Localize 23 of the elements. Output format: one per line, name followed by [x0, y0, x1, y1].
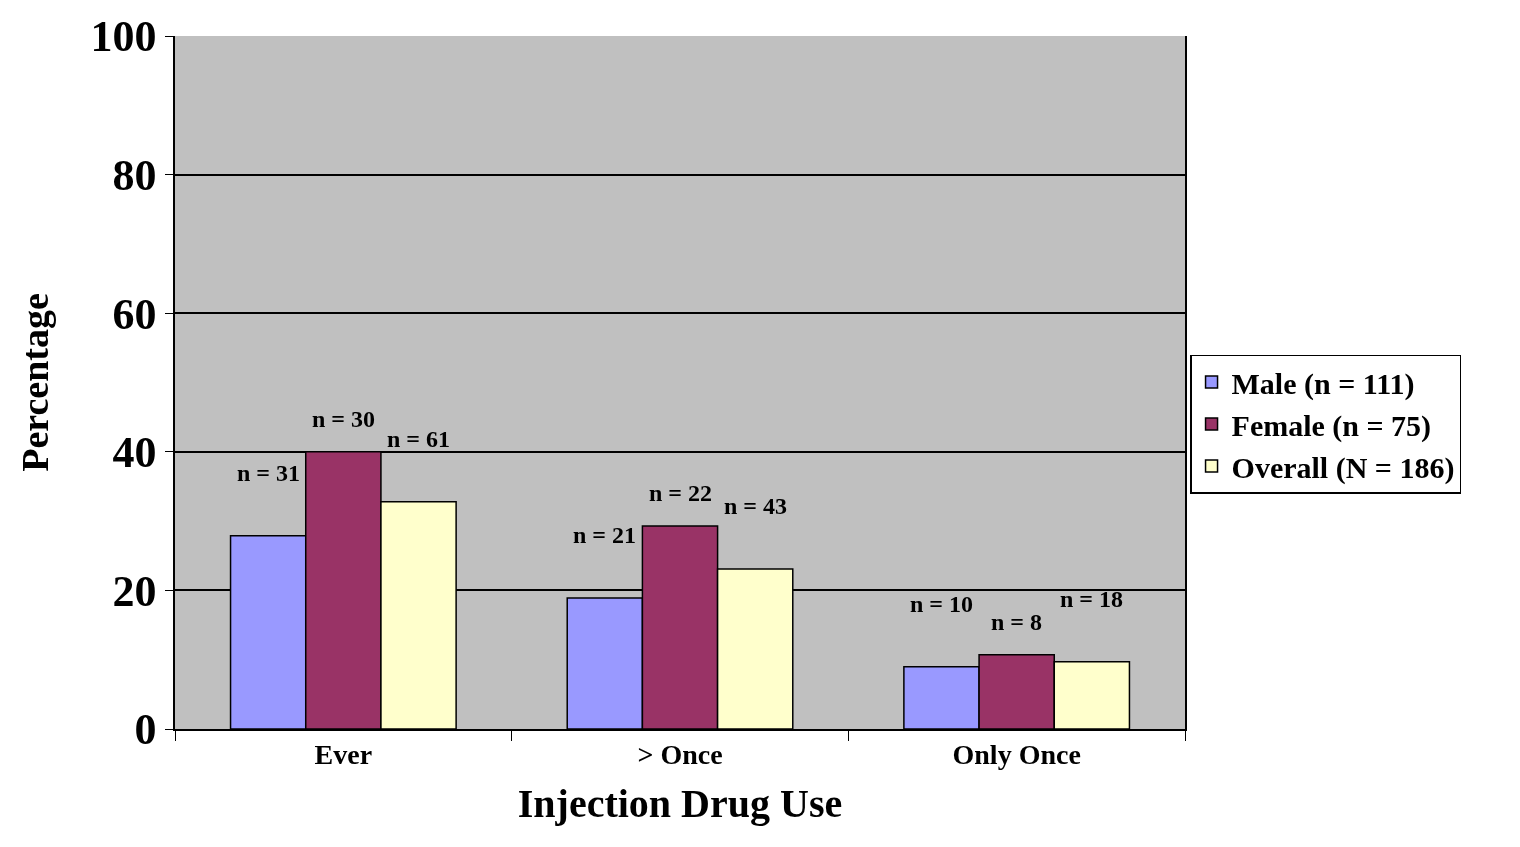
y-tick-label: 80 [112, 151, 157, 200]
y-tick-label: 60 [112, 289, 157, 339]
annotation: n = 18 [1060, 586, 1124, 612]
legend-label: Overall (N = 186) [1231, 450, 1455, 485]
annotation: n = 10 [910, 591, 974, 617]
annotation: n = 22 [649, 480, 713, 506]
annotation: n = 8 [991, 609, 1043, 635]
annotation: n = 21 [573, 522, 637, 548]
x-axis-title: Injection Drug Use [517, 781, 843, 827]
y-tick-label: 20 [112, 566, 157, 616]
x-tick-label: > Once [637, 739, 723, 771]
legend-label: Female (n = 75) [1231, 408, 1432, 443]
legend-label: Male (n = 111) [1231, 366, 1415, 401]
annotation: n = 43 [724, 493, 788, 519]
annotation: n = 61 [387, 426, 451, 452]
annotation: n = 31 [237, 460, 301, 486]
y-axis-title: Percentage [14, 293, 57, 472]
y-tick-label: 0 [134, 705, 157, 755]
y-tick-label: 100 [90, 12, 157, 62]
x-tick-label: Only Once [952, 739, 1081, 771]
annotation: n = 30 [312, 406, 376, 432]
x-tick-label: Ever [314, 739, 373, 771]
y-tick-label: 40 [112, 428, 157, 478]
